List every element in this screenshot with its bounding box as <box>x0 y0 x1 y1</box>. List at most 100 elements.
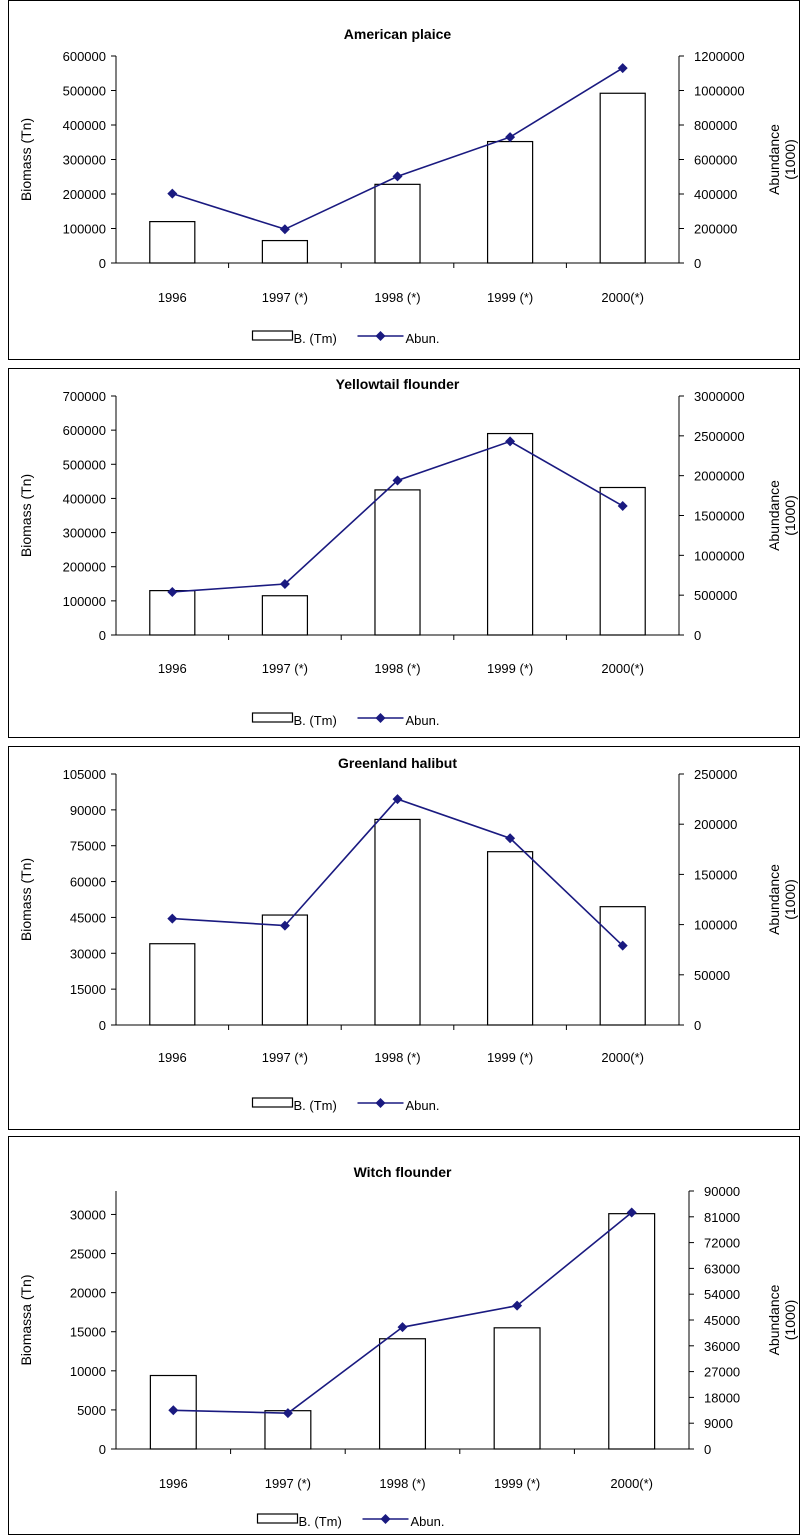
y-tick-label: 60000 <box>70 875 106 890</box>
chart-title: American plaice <box>344 26 452 42</box>
x-tick-label-1996: 1996 <box>158 661 187 676</box>
y-tick-label: 90000 <box>70 803 106 818</box>
y2-tick-label: 0 <box>694 1018 701 1033</box>
x-tick-label-1998: 1998 (*) <box>374 1050 420 1065</box>
x-tick-label-1997: 1997 (*) <box>262 1050 308 1065</box>
x-tick-label-1996: 1996 <box>158 290 187 305</box>
y2-axis-title-line: Abundance <box>766 1284 782 1355</box>
y-tick-label: 105000 <box>63 767 106 782</box>
y-tick-label: 100000 <box>63 594 106 609</box>
legend: B. (Tm) Abun. <box>251 712 440 728</box>
abundance-point-1997 <box>279 224 290 235</box>
legend-bar-label: B. (Tm) <box>294 1098 337 1113</box>
chart-panel-yellowtail-flounder: Yellowtail flounder 0 100000 200000 300000 40… <box>8 368 800 738</box>
y2-tick-label: 800000 <box>694 118 737 133</box>
y2-axis-title: Abundance(1000) <box>766 864 798 935</box>
y-tick-label: 25000 <box>70 1247 106 1262</box>
legend-bar-swatch <box>251 330 294 341</box>
y2-tick-label: 0 <box>704 1442 711 1457</box>
legend-line-label: Abun. <box>406 713 440 728</box>
x-tick-label-1996: 1996 <box>158 1050 187 1065</box>
y2-tick-label: 54000 <box>704 1287 740 1302</box>
chart-witch-flounder: Witch flounder 0 5000 10000 15000 20000 25000 3… <box>18 1164 798 1529</box>
legend-line-label: Abun. <box>406 1098 440 1113</box>
legend-bar-swatch <box>251 1097 294 1108</box>
y2-tick-label: 0 <box>694 628 701 643</box>
y2-tick-label: 1000000 <box>694 84 745 99</box>
x-tick-label-1999: 1999 (*) <box>494 1476 540 1491</box>
abundance-point-1998 <box>392 171 403 182</box>
legend-diamond-icon <box>375 1098 386 1108</box>
legend-bar-label: B. (Tm) <box>294 713 337 728</box>
abundance-point-1996 <box>167 188 178 199</box>
abundance-point-1999 <box>505 132 516 143</box>
y-tick-label: 0 <box>99 1018 106 1033</box>
legend-diamond-icon <box>380 1514 391 1524</box>
y-tick-label: 5000 <box>77 1403 106 1418</box>
y-tick-label: 700000 <box>63 389 106 404</box>
chart-yellowtail-flounder: Yellowtail flounder 0 100000 200000 300000 40… <box>18 376 798 728</box>
chart-greenland-halibut: Greenland halibut 0 15000 30000 45000 60000 75… <box>18 755 798 1113</box>
chart-title: Greenland halibut <box>338 755 457 771</box>
y2-tick-label: 100000 <box>694 918 737 933</box>
x-tick-label-2000: 2000(*) <box>601 1050 644 1065</box>
y2-tick-label: 200000 <box>694 222 737 237</box>
legend-bar-label: B. (Tm) <box>294 331 337 346</box>
legend-bar-label: B. (Tm) <box>299 1514 342 1529</box>
bar-2000 <box>599 906 646 1026</box>
y2-tick-label: 400000 <box>694 187 737 202</box>
y-tick-label: 500000 <box>63 84 106 99</box>
abundance-point-2000 <box>626 1207 637 1218</box>
y2-tick-label: 2000000 <box>694 469 745 484</box>
y2-axis-title-line: (1000) <box>782 495 798 535</box>
y2-tick-label: 27000 <box>704 1365 740 1380</box>
chart-title: Witch flounder <box>354 1164 452 1180</box>
abundance-point-1999 <box>512 1300 523 1311</box>
y2-tick-label: 72000 <box>704 1236 740 1251</box>
y-tick-label: 30000 <box>70 946 106 961</box>
x-tick-label-2000: 2000(*) <box>601 661 644 676</box>
legend-line-label: Abun. <box>411 1514 445 1529</box>
y-tick-label: 0 <box>99 256 106 271</box>
y2-tick-label: 500000 <box>694 588 737 603</box>
y-tick-label: 200000 <box>63 187 106 202</box>
y-tick-label: 300000 <box>63 153 106 168</box>
bar-1998 <box>378 1338 427 1450</box>
chart-panel-witch-flounder: Witch flounder 0 5000 10000 15000 20000 25000 3… <box>8 1136 800 1535</box>
abundance-point-1997 <box>279 579 290 590</box>
bar-1998 <box>374 818 421 1026</box>
abundance-point-2000 <box>617 500 628 511</box>
bar-1999 <box>493 1327 541 1450</box>
x-tick-label-2000: 2000(*) <box>610 1476 653 1491</box>
y2-tick-label: 200000 <box>694 817 737 832</box>
abundance-point-1996 <box>167 913 178 924</box>
bar-1996 <box>149 590 196 636</box>
bar-2000 <box>608 1213 656 1450</box>
y2-axis-title-line: (1000) <box>782 1300 798 1340</box>
y-axis-title: Biomass (Tn) <box>18 118 34 201</box>
abundance-point-2000 <box>617 63 628 74</box>
y-tick-label: 400000 <box>63 118 106 133</box>
abundance-point-1999 <box>505 833 516 844</box>
y-tick-label: 600000 <box>63 49 106 64</box>
bar-1998 <box>374 183 421 264</box>
bar-1996 <box>149 943 196 1026</box>
y2-tick-label: 9000 <box>704 1416 733 1431</box>
y2-tick-label: 1200000 <box>694 49 745 64</box>
chart-american-plaice: American plaice 0 100000 200000 300000 400000… <box>18 26 798 346</box>
y-tick-label: 15000 <box>70 982 106 997</box>
bar-1997 <box>261 914 309 1026</box>
abundance-point-1998 <box>392 794 403 805</box>
y-tick-label: 75000 <box>70 839 106 854</box>
bar-1999 <box>486 432 534 636</box>
abundance-point-1996 <box>168 1405 179 1416</box>
y-axis-title: Biomass (Tn) <box>18 474 34 557</box>
y2-tick-label: 45000 <box>704 1313 740 1328</box>
y-tick-label: 20000 <box>70 1286 106 1301</box>
legend-bar-swatch <box>251 712 294 723</box>
x-tick-label-1997: 1997 (*) <box>262 661 308 676</box>
y2-tick-label: 81000 <box>704 1210 740 1225</box>
y-tick-label: 300000 <box>63 526 106 541</box>
y-tick-label: 200000 <box>63 560 106 575</box>
y2-tick-label: 50000 <box>694 968 730 983</box>
